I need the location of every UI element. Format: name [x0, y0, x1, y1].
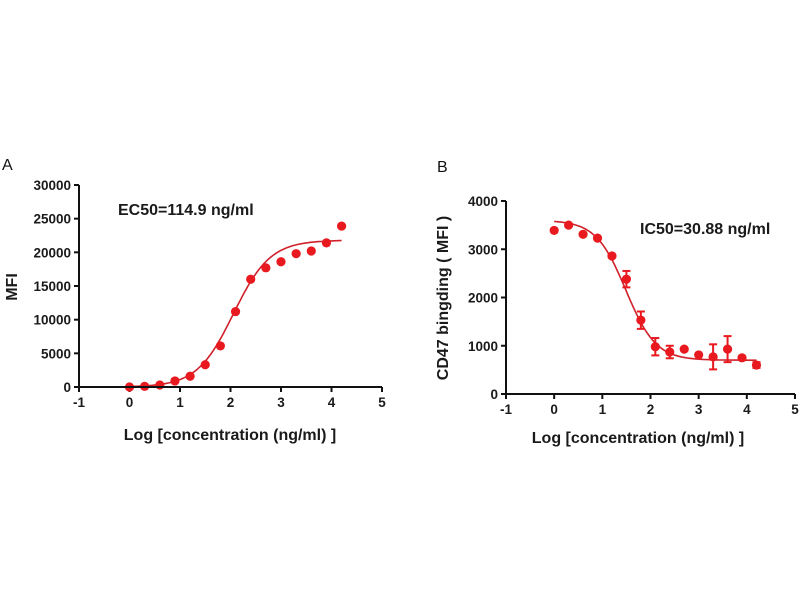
data-point	[306, 246, 316, 256]
y-tick-label: 4000	[468, 194, 498, 209]
x-tick-label: 3	[277, 395, 285, 410]
x-tick-label: 4	[328, 395, 336, 410]
data-point	[679, 344, 689, 354]
panel-label-a: A	[2, 157, 13, 174]
y-tick-label: 25000	[33, 212, 71, 227]
data-point	[321, 238, 332, 248]
data-point	[708, 352, 718, 362]
data-point	[621, 274, 632, 284]
data-point	[650, 342, 660, 352]
y-tick-label: 1000	[468, 339, 498, 354]
y-tick-label: 15000	[33, 279, 71, 294]
y-tick-label: 0	[490, 387, 498, 402]
x-tick-label: 2	[227, 395, 235, 410]
data-point	[155, 380, 165, 390]
x-tick-label: -1	[500, 402, 512, 417]
x-axis-title-b: Log [concentration (ng/ml) ]	[532, 430, 744, 447]
ec50-annotation: EC50=114.9 ng/ml	[118, 202, 254, 219]
data-point	[665, 347, 675, 357]
x-axis-title-a: Log [concentration (ng/ml) ]	[124, 427, 336, 444]
y-axis-title-a: MFI	[4, 273, 21, 301]
data-point	[751, 360, 762, 370]
y-tick-label: 3000	[468, 242, 498, 257]
data-point	[578, 229, 588, 239]
x-tick-label: 1	[176, 395, 184, 410]
data-point	[607, 251, 617, 261]
data-point	[261, 263, 271, 273]
data-point	[185, 371, 195, 381]
data-point	[200, 360, 210, 370]
y-axis-title-b: CD47 bingding ( MFI )	[435, 216, 452, 380]
data-point	[636, 315, 646, 325]
x-tick-label: 5	[791, 402, 799, 417]
data-point	[337, 221, 347, 231]
panel-label-b: B	[437, 159, 448, 176]
data-point	[246, 274, 256, 284]
x-tick-label: 2	[647, 402, 655, 417]
y-tick-label: 20000	[33, 245, 71, 260]
data-point	[737, 353, 747, 363]
y-tick-label: 2000	[468, 291, 498, 306]
y-tick-label: 5000	[41, 346, 71, 361]
data-point	[549, 225, 559, 236]
data-point	[215, 341, 225, 351]
data-point	[564, 220, 574, 230]
x-tick-label: 1	[599, 402, 607, 417]
x-tick-label: 4	[743, 402, 751, 417]
y-tick-label: 30000	[33, 178, 71, 193]
data-point	[694, 350, 704, 360]
data-point	[230, 306, 241, 317]
data-point	[592, 233, 603, 243]
x-tick-label: 0	[126, 395, 134, 410]
x-tick-label: -1	[73, 395, 85, 410]
y-tick-label: 10000	[33, 313, 71, 328]
y-tick-label: 0	[63, 380, 71, 395]
x-tick-label: 0	[550, 402, 558, 417]
ic50-annotation: IC50=30.88 ng/ml	[640, 221, 770, 238]
x-tick-label: 3	[695, 402, 703, 417]
data-point	[291, 249, 301, 259]
data-point	[722, 344, 733, 354]
x-tick-label: 5	[378, 395, 386, 410]
data-point	[276, 257, 286, 267]
data-point	[170, 376, 180, 386]
